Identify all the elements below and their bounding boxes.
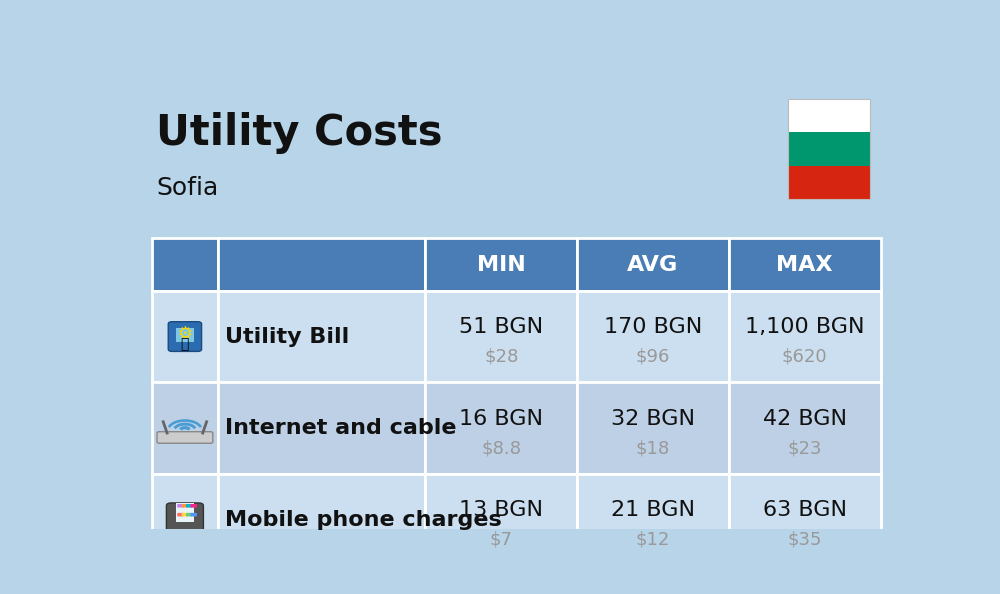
FancyBboxPatch shape bbox=[190, 513, 197, 516]
FancyBboxPatch shape bbox=[577, 291, 729, 383]
Text: 16 BGN: 16 BGN bbox=[459, 409, 543, 429]
Text: MAX: MAX bbox=[776, 254, 833, 274]
Text: 63 BGN: 63 BGN bbox=[763, 500, 847, 520]
FancyBboxPatch shape bbox=[788, 166, 870, 200]
Text: $12: $12 bbox=[636, 530, 670, 549]
Text: Internet and cable: Internet and cable bbox=[225, 418, 457, 438]
FancyBboxPatch shape bbox=[218, 474, 425, 565]
FancyBboxPatch shape bbox=[157, 432, 213, 443]
Text: AVG: AVG bbox=[627, 254, 679, 274]
Text: 1,100 BGN: 1,100 BGN bbox=[745, 317, 864, 337]
Text: $28: $28 bbox=[484, 347, 518, 366]
FancyBboxPatch shape bbox=[218, 383, 425, 474]
FancyBboxPatch shape bbox=[177, 513, 184, 516]
FancyBboxPatch shape bbox=[729, 474, 881, 565]
Text: Sofia: Sofia bbox=[156, 176, 218, 201]
FancyBboxPatch shape bbox=[152, 291, 218, 383]
FancyBboxPatch shape bbox=[186, 513, 193, 516]
FancyBboxPatch shape bbox=[182, 513, 188, 516]
Text: 21 BGN: 21 BGN bbox=[611, 500, 695, 520]
FancyBboxPatch shape bbox=[168, 322, 202, 352]
FancyBboxPatch shape bbox=[788, 132, 870, 166]
FancyBboxPatch shape bbox=[729, 238, 881, 291]
Text: $96: $96 bbox=[636, 347, 670, 366]
Text: $620: $620 bbox=[782, 347, 828, 366]
FancyBboxPatch shape bbox=[729, 383, 881, 474]
Text: 42 BGN: 42 BGN bbox=[763, 409, 847, 429]
Text: 170 BGN: 170 BGN bbox=[604, 317, 702, 337]
FancyBboxPatch shape bbox=[577, 474, 729, 565]
FancyBboxPatch shape bbox=[176, 328, 194, 342]
FancyBboxPatch shape bbox=[182, 504, 188, 507]
FancyBboxPatch shape bbox=[152, 383, 218, 474]
Text: Mobile phone charges: Mobile phone charges bbox=[225, 510, 502, 529]
Text: $18: $18 bbox=[636, 439, 670, 457]
FancyBboxPatch shape bbox=[218, 238, 425, 291]
Text: $35: $35 bbox=[787, 530, 822, 549]
Text: Utility Bill: Utility Bill bbox=[225, 327, 350, 346]
Text: $8.8: $8.8 bbox=[481, 439, 521, 457]
FancyBboxPatch shape bbox=[788, 99, 870, 132]
Text: ⚙: ⚙ bbox=[177, 325, 192, 343]
FancyBboxPatch shape bbox=[577, 238, 729, 291]
FancyBboxPatch shape bbox=[190, 504, 197, 507]
Text: 32 BGN: 32 BGN bbox=[611, 409, 695, 429]
FancyBboxPatch shape bbox=[425, 474, 577, 565]
FancyBboxPatch shape bbox=[425, 291, 577, 383]
FancyBboxPatch shape bbox=[186, 504, 193, 507]
Text: $7: $7 bbox=[490, 530, 513, 549]
FancyBboxPatch shape bbox=[425, 238, 577, 291]
FancyBboxPatch shape bbox=[425, 383, 577, 474]
FancyBboxPatch shape bbox=[729, 291, 881, 383]
FancyBboxPatch shape bbox=[152, 474, 218, 565]
FancyBboxPatch shape bbox=[577, 383, 729, 474]
FancyBboxPatch shape bbox=[166, 503, 203, 536]
FancyBboxPatch shape bbox=[152, 238, 218, 291]
Text: 🔌: 🔌 bbox=[181, 337, 189, 351]
Text: Utility Costs: Utility Costs bbox=[156, 112, 442, 154]
FancyBboxPatch shape bbox=[177, 504, 184, 507]
Text: $23: $23 bbox=[787, 439, 822, 457]
FancyBboxPatch shape bbox=[176, 503, 194, 522]
Text: 51 BGN: 51 BGN bbox=[459, 317, 543, 337]
Text: MIN: MIN bbox=[477, 254, 526, 274]
FancyBboxPatch shape bbox=[218, 291, 425, 383]
Text: 13 BGN: 13 BGN bbox=[459, 500, 543, 520]
